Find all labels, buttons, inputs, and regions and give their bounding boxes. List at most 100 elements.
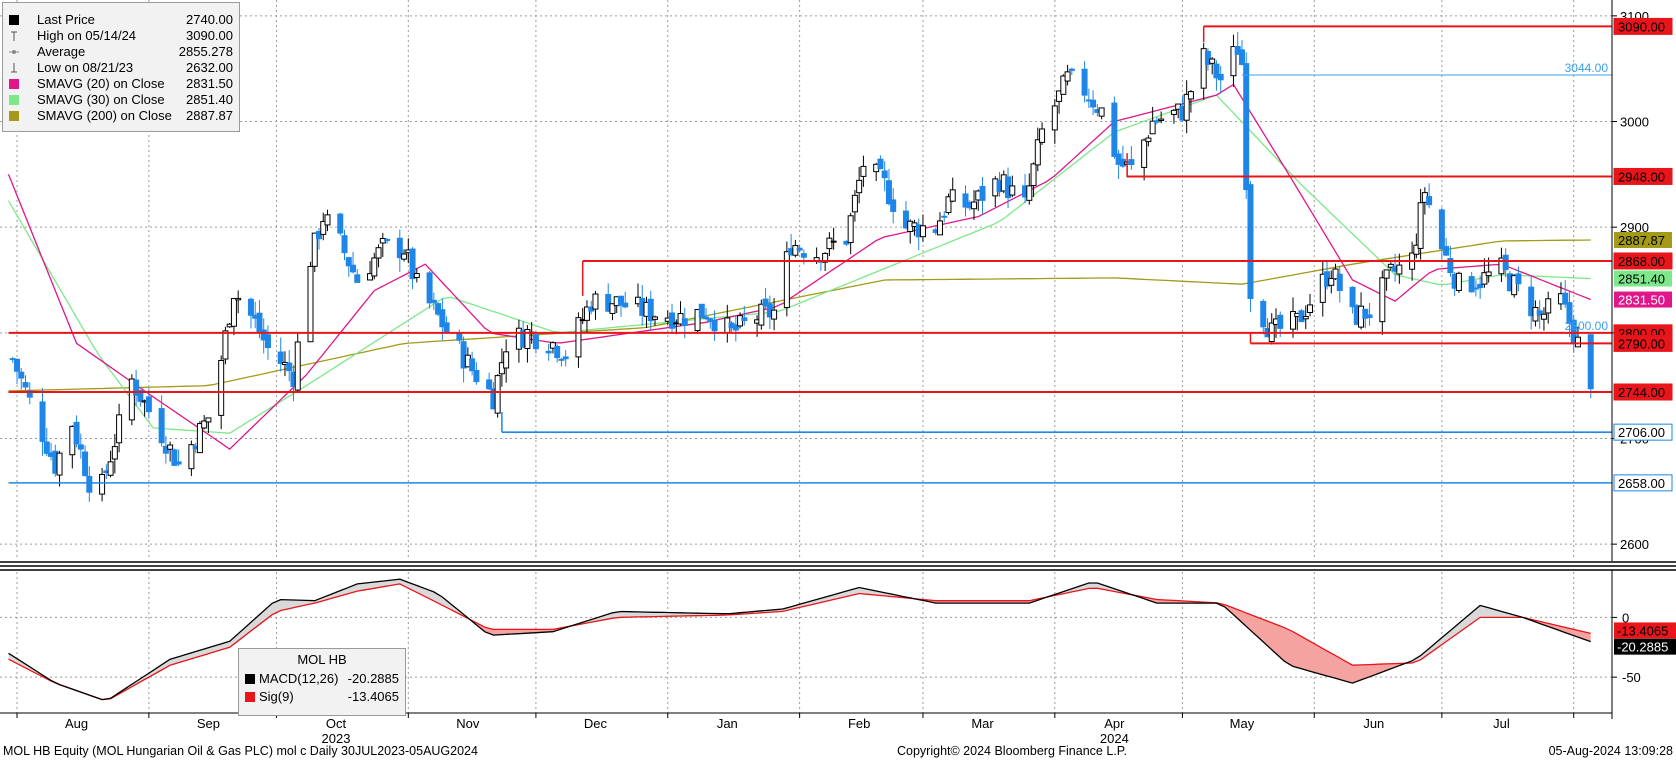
level-label-text: 3090.00 xyxy=(1618,19,1665,34)
candle-body xyxy=(1443,246,1450,256)
x-tick-label: Jun xyxy=(1363,716,1384,731)
candle xyxy=(18,367,25,390)
candle xyxy=(1183,80,1190,134)
candle xyxy=(1145,135,1152,147)
candle-body xyxy=(473,370,480,383)
candle xyxy=(1149,106,1156,135)
candle xyxy=(1396,253,1403,284)
candle xyxy=(1477,275,1484,299)
candle-body xyxy=(354,274,361,283)
candle-body xyxy=(609,303,616,314)
candle xyxy=(128,374,135,426)
level-label: 2948.00 xyxy=(1613,167,1673,185)
candle-body xyxy=(945,196,952,214)
candle xyxy=(1081,61,1088,103)
candle xyxy=(486,372,493,391)
candle-body xyxy=(235,297,242,301)
candle xyxy=(1468,271,1475,293)
candle xyxy=(1128,146,1135,170)
candle-body xyxy=(503,351,510,369)
ma-value-label-text: 2887.87 xyxy=(1618,233,1665,248)
macd-value-label-bg xyxy=(1614,622,1676,639)
candle-body xyxy=(1362,308,1369,319)
macd-line xyxy=(8,578,1591,701)
candle xyxy=(133,369,140,407)
candle xyxy=(158,395,165,447)
candle xyxy=(554,344,561,363)
candle xyxy=(847,212,854,255)
candle xyxy=(949,177,956,203)
candle xyxy=(1502,248,1509,278)
candle xyxy=(1302,305,1309,330)
candle xyxy=(592,291,599,320)
x-tick-label: Jul xyxy=(1493,716,1510,731)
candle xyxy=(856,166,863,204)
candle-body xyxy=(617,295,624,306)
candle xyxy=(1366,303,1373,326)
candle xyxy=(1153,117,1160,125)
candle xyxy=(307,261,314,343)
candle-body xyxy=(345,257,352,267)
candle xyxy=(1056,90,1063,114)
candle xyxy=(762,287,769,310)
candle-body xyxy=(847,215,854,243)
candle-body xyxy=(435,303,442,315)
x-tick-label: Oct xyxy=(326,716,347,731)
high-tick-icon xyxy=(11,31,17,41)
candle xyxy=(971,190,978,221)
ma-value-label: 2831.50 xyxy=(1614,291,1672,308)
candle xyxy=(830,227,837,250)
candle-body xyxy=(1574,336,1581,348)
candle xyxy=(171,448,178,466)
candle xyxy=(1268,313,1275,345)
candle-body xyxy=(1238,49,1245,65)
candle-body xyxy=(796,247,803,251)
candle xyxy=(783,241,790,317)
candle-body xyxy=(1502,254,1509,271)
candle-body xyxy=(532,334,539,350)
candle-body xyxy=(1426,195,1433,206)
macd-value-label-bg xyxy=(1614,638,1676,655)
candle-body xyxy=(830,240,837,243)
candle-body xyxy=(409,248,416,280)
legend-row-average: Average 2855.278 xyxy=(3,44,239,60)
candle-body xyxy=(277,351,284,364)
candle xyxy=(311,232,318,273)
sma30-path xyxy=(7,94,1591,434)
level-label-bg xyxy=(1613,334,1673,352)
candle-body xyxy=(494,375,501,414)
legend-value: 2887.87 xyxy=(186,108,233,123)
candle xyxy=(1051,98,1058,144)
candle-body xyxy=(941,215,948,218)
candle xyxy=(1213,60,1220,91)
candle-body xyxy=(137,389,144,402)
candle-body xyxy=(256,312,263,333)
candle-body xyxy=(575,317,582,358)
candle-body xyxy=(1183,93,1190,121)
level-label-text: 2948.00 xyxy=(1618,169,1665,184)
candle-body xyxy=(707,318,714,322)
candle xyxy=(1511,274,1518,298)
candle xyxy=(1026,173,1033,205)
candle xyxy=(473,362,480,385)
candle-body xyxy=(294,341,301,391)
candle-body xyxy=(885,180,892,205)
candle-body xyxy=(1111,102,1118,157)
candle xyxy=(1349,286,1356,314)
candle-body xyxy=(73,421,80,445)
candle xyxy=(337,212,344,236)
candle xyxy=(979,177,986,215)
candle-body xyxy=(890,199,897,212)
candle xyxy=(1141,138,1148,181)
axes: 260027002800290030003100AugSepOctNovDecJ… xyxy=(0,0,1676,746)
candle-body xyxy=(1026,185,1033,201)
candle xyxy=(469,351,476,376)
macd-panel xyxy=(8,578,1591,701)
candle-body xyxy=(1039,128,1046,143)
candle-body xyxy=(694,309,701,332)
candle xyxy=(881,161,888,192)
candle-body xyxy=(1540,313,1547,320)
macd-y-tick-label: 0 xyxy=(1622,610,1629,625)
legend-label: Low on 08/21/23 xyxy=(37,60,134,75)
